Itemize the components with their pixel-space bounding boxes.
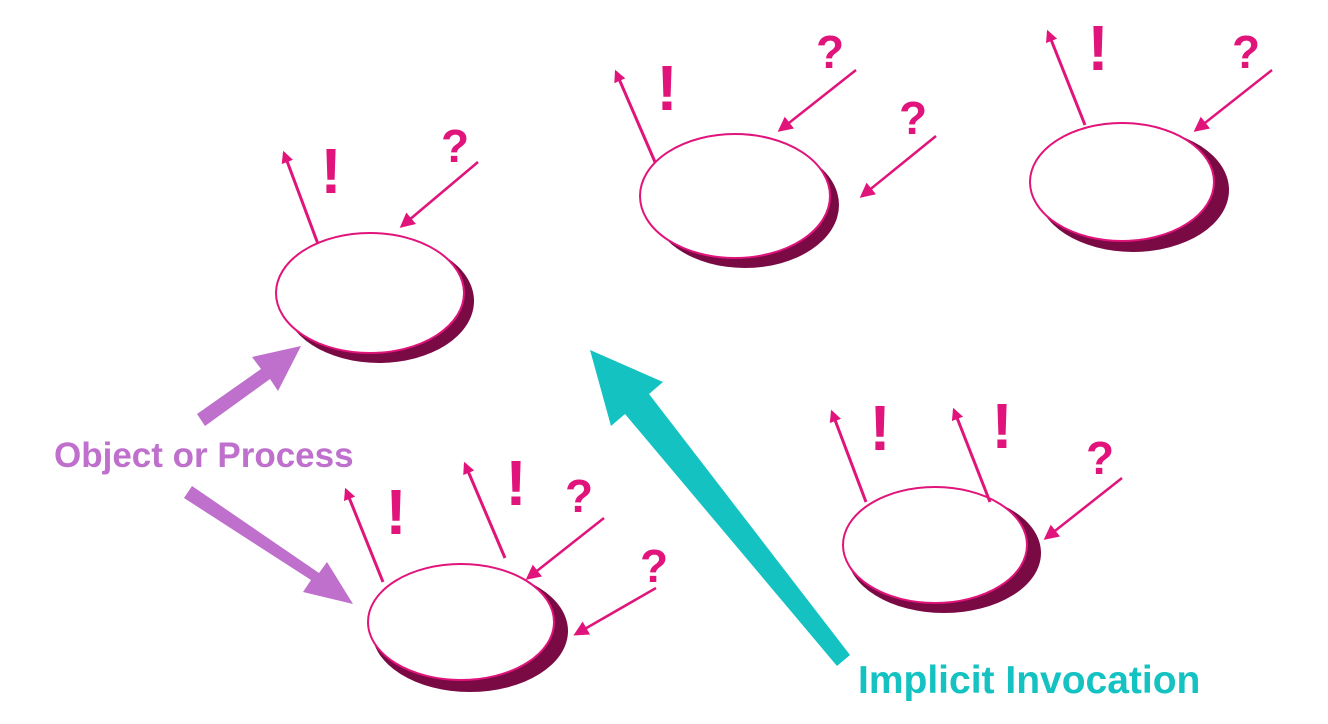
query-symbol: ? <box>816 26 844 78</box>
query-arrow <box>525 517 605 580</box>
process-node-5: ! ! ? <box>829 390 1123 613</box>
invocation-arrow <box>590 350 850 666</box>
node-ellipse <box>1029 122 1215 242</box>
object-or-process-callout: Object or Process <box>54 346 354 604</box>
query-arrow <box>1043 477 1123 540</box>
announce-arrow <box>344 487 385 583</box>
node-ellipse <box>639 133 831 259</box>
query-symbol: ? <box>441 120 469 172</box>
query-symbol: ? <box>1232 26 1260 78</box>
announce-symbol: ! <box>320 135 341 207</box>
announce-symbol: ! <box>869 392 890 464</box>
query-arrow <box>859 135 937 198</box>
announce-symbol: ! <box>991 390 1012 462</box>
announce-arrow <box>463 461 507 559</box>
announce-arrow <box>1045 29 1087 126</box>
query-symbol: ? <box>640 540 668 592</box>
callout-arrow-up <box>197 346 301 426</box>
node-ellipse <box>367 563 555 681</box>
process-node-2: ! ? ? <box>614 26 937 268</box>
query-symbol: ? <box>899 92 927 144</box>
announce-arrow <box>281 150 320 245</box>
process-node-4: ! ! ? ? <box>344 447 668 692</box>
announce-symbol: ! <box>1087 12 1108 84</box>
implicit-invocation-label: Implicit Invocation <box>858 659 1200 702</box>
announce-symbol: ! <box>656 52 677 124</box>
query-symbol: ? <box>565 470 593 522</box>
query-arrow <box>573 586 657 636</box>
query-symbol: ? <box>1086 432 1114 484</box>
announce-arrow <box>829 409 868 503</box>
announce-symbol: ! <box>505 447 526 519</box>
announce-symbol: ! <box>385 476 406 548</box>
object-or-process-label: Object or Process <box>54 436 354 475</box>
node-ellipse <box>842 486 1028 604</box>
query-arrow <box>399 161 479 228</box>
implicit-invocation-callout: Implicit Invocation <box>590 350 1200 702</box>
node-ellipse <box>275 232 465 354</box>
process-node-1: ! ? <box>275 120 479 363</box>
query-arrow <box>777 69 857 132</box>
announce-arrow <box>614 69 657 163</box>
callout-arrow-down <box>184 486 353 604</box>
process-node-3: ! ? <box>1029 12 1273 252</box>
announce-arrow <box>951 407 992 503</box>
query-arrow <box>1193 69 1273 132</box>
